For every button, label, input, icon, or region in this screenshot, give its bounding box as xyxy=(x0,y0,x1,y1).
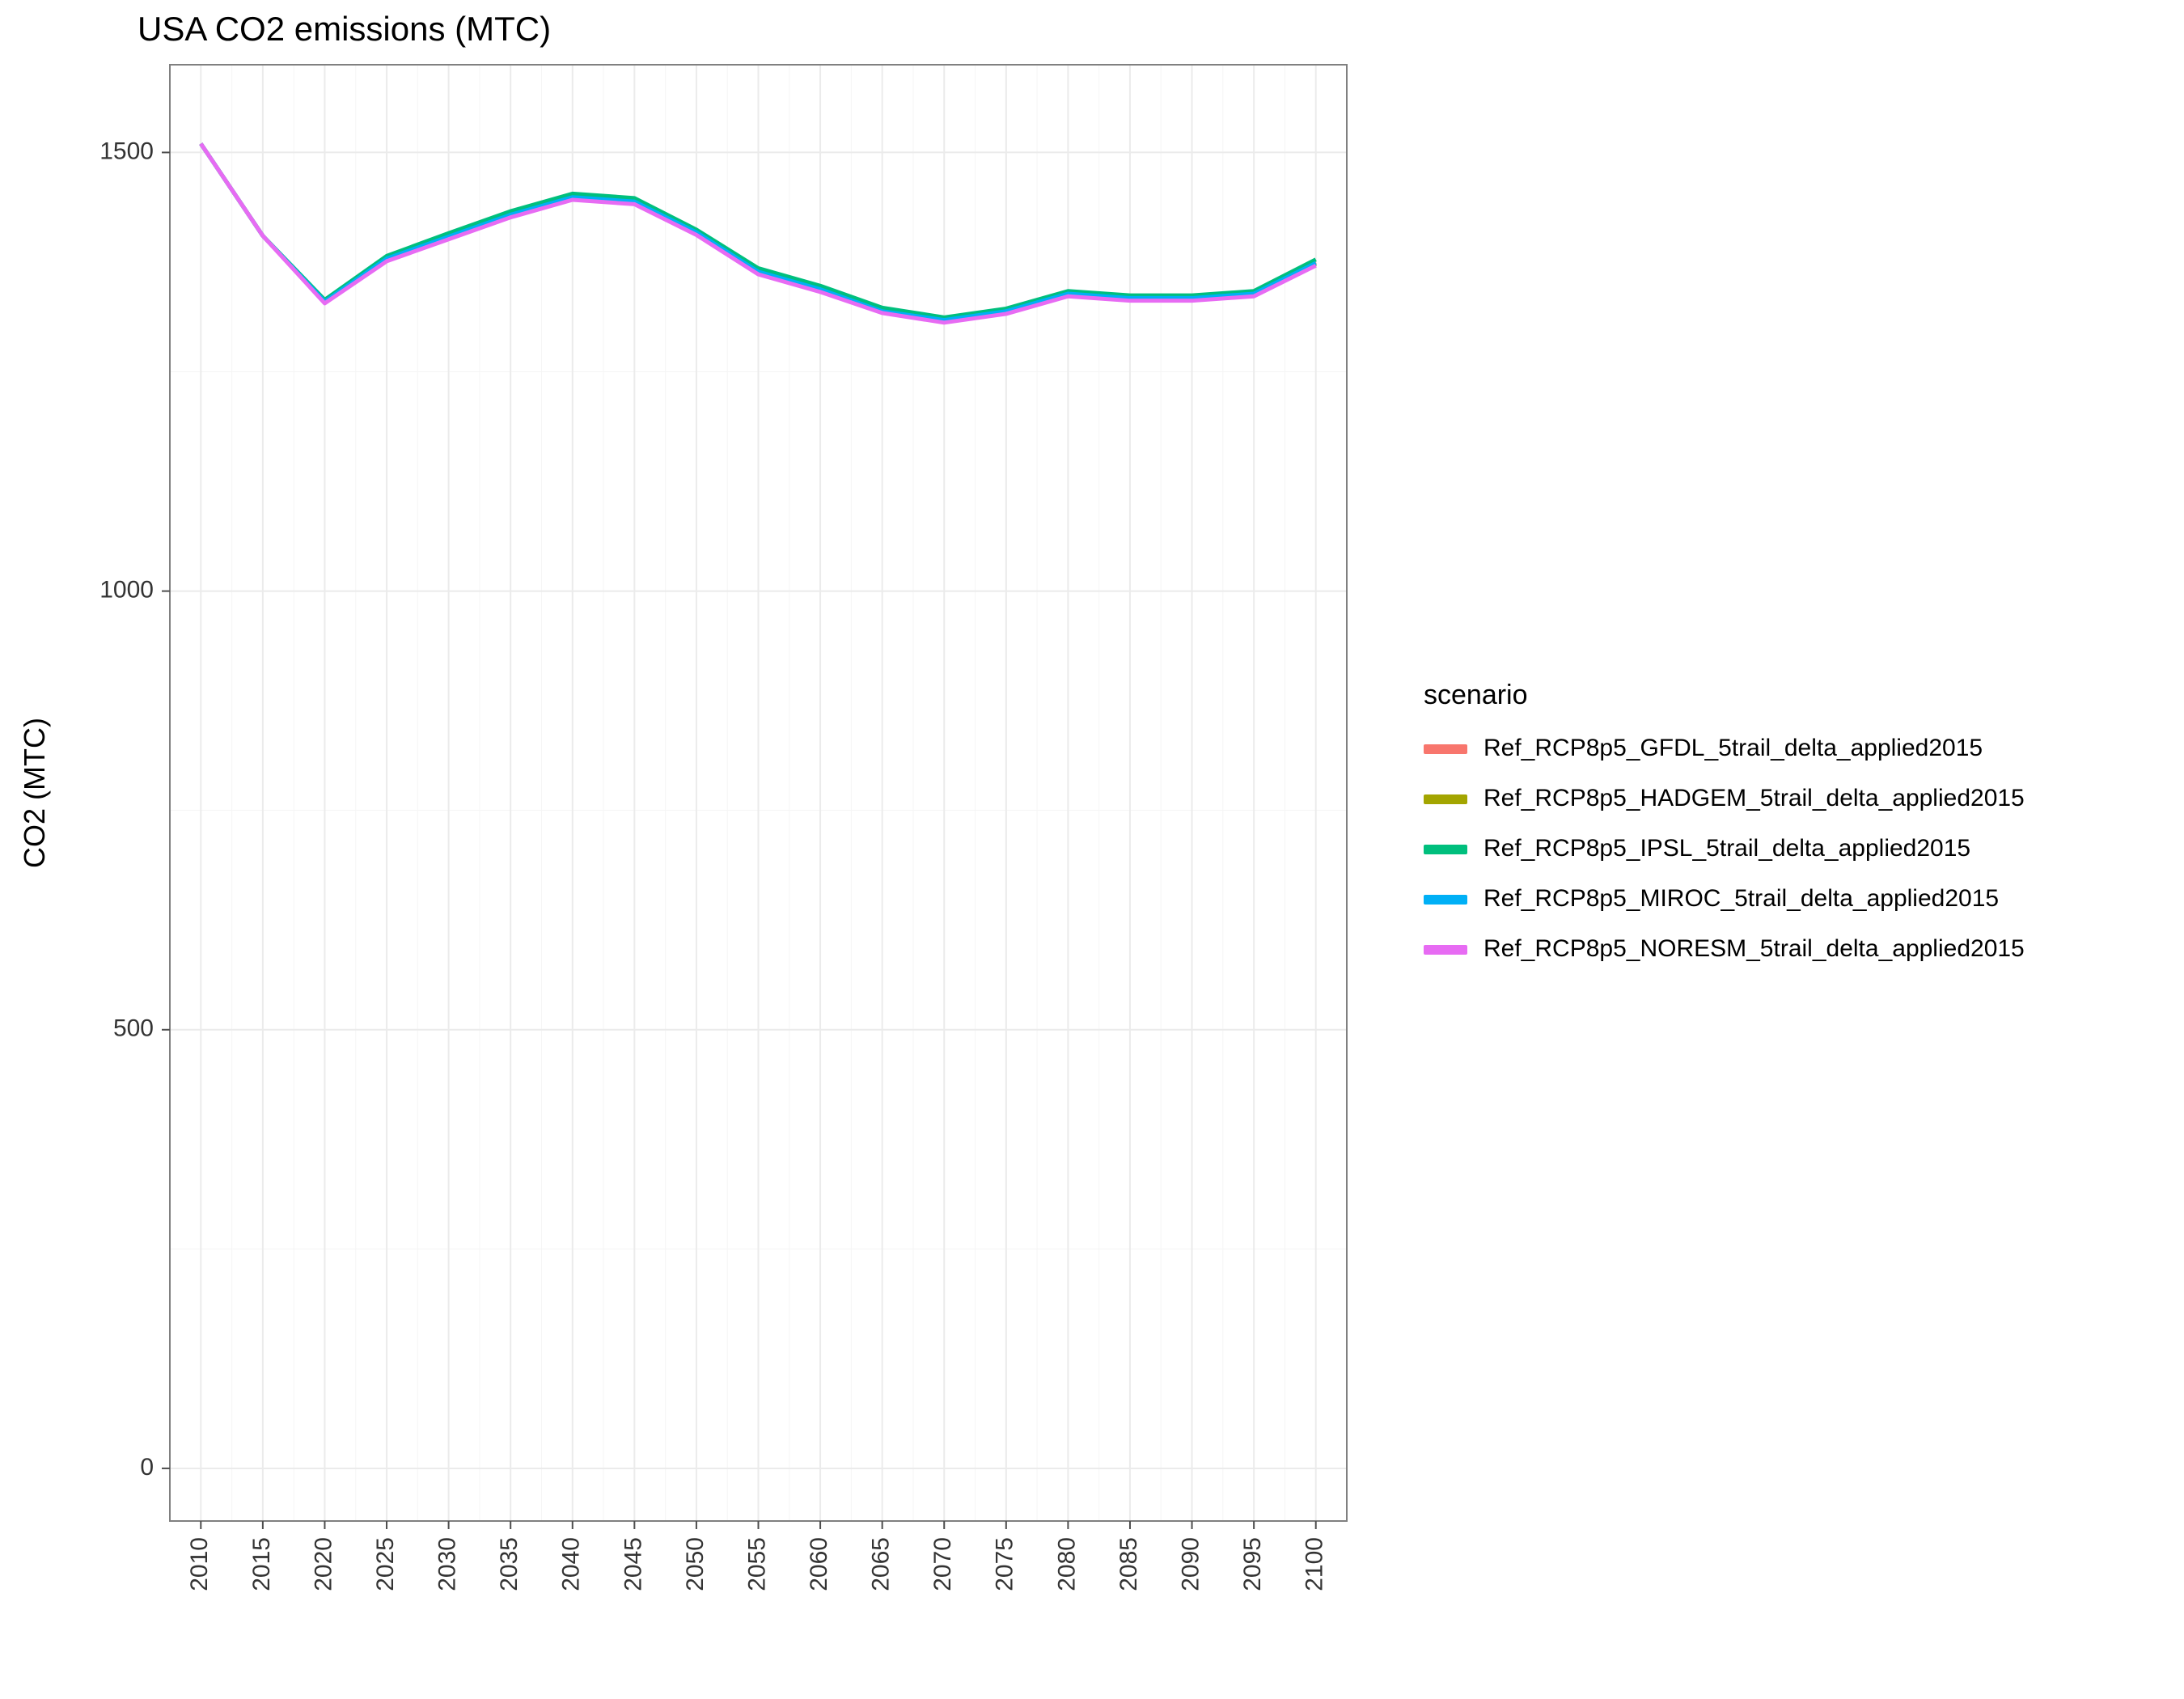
x-tick-label: 2050 xyxy=(682,1537,709,1591)
legend-label: Ref_RCP8p5_GFDL_5trail_delta_applied2015 xyxy=(1484,735,1983,761)
x-tick-label: 2070 xyxy=(929,1537,956,1591)
x-tick-label: 2085 xyxy=(1115,1537,1142,1591)
x-tick-label: 2080 xyxy=(1053,1537,1080,1591)
x-tick-label: 2015 xyxy=(248,1537,275,1591)
legend: scenario Ref_RCP8p5_GFDL_5trail_delta_app… xyxy=(1424,680,2025,962)
x-tick-label: 2060 xyxy=(806,1537,832,1591)
x-tick-label: 2030 xyxy=(434,1537,461,1591)
legend-label: Ref_RCP8p5_HADGEM_5trail_delta_applied20… xyxy=(1484,785,2025,811)
x-tick-label: 2020 xyxy=(310,1537,336,1591)
x-tick-label: 2075 xyxy=(992,1537,1018,1591)
x-tick-label: 2055 xyxy=(743,1537,770,1591)
legend-title: scenario xyxy=(1424,680,1528,710)
x-tick-label: 2010 xyxy=(186,1537,213,1591)
legend-label: Ref_RCP8p5_IPSL_5trail_delta_applied2015 xyxy=(1484,835,1970,862)
x-tick-label: 2025 xyxy=(372,1537,399,1591)
y-tick-label: 500 xyxy=(113,1015,154,1042)
y-tick-label: 1500 xyxy=(99,138,154,164)
co2-emissions-chart: 0 500 1000 1500 2010 2015 2020 2025 2030 2035 2040… xyxy=(0,0,2184,1699)
legend-swatch xyxy=(1424,744,1467,754)
chart-title: USA CO2 emissions (MTC) xyxy=(138,10,551,48)
x-tick-label: 2040 xyxy=(558,1537,585,1591)
x-tick-label: 2045 xyxy=(620,1537,646,1591)
x-tick-label: 2035 xyxy=(496,1537,523,1591)
legend-label: Ref_RCP8p5_NORESM_5trail_delta_applied20… xyxy=(1484,935,2025,962)
x-tick-label: 2095 xyxy=(1239,1537,1266,1591)
legend-label: Ref_RCP8p5_MIROC_5trail_delta_applied201… xyxy=(1484,885,1999,912)
y-tick-label: 0 xyxy=(140,1454,154,1481)
x-tick-label: 2065 xyxy=(868,1537,895,1591)
y-tick-label: 1000 xyxy=(99,577,154,604)
legend-swatch xyxy=(1424,895,1467,905)
legend-swatch xyxy=(1424,794,1467,804)
legend-swatch xyxy=(1424,945,1467,955)
x-tick-label: 2090 xyxy=(1177,1537,1204,1591)
x-tick-label: 2100 xyxy=(1302,1537,1328,1591)
legend-swatch xyxy=(1424,845,1467,854)
y-axis-label: CO2 (MTC) xyxy=(18,718,51,868)
